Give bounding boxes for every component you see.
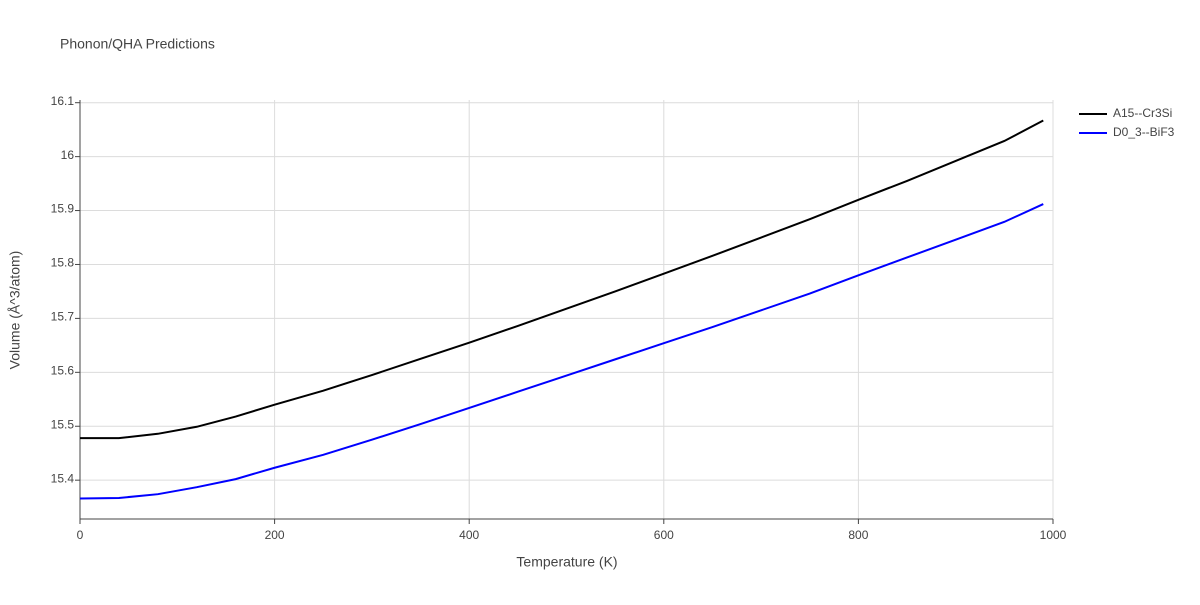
x-tick-label: 800 [848, 528, 868, 542]
x-tick-label: 0 [77, 528, 84, 542]
x-tick-label: 400 [459, 528, 479, 542]
x-tick-label: 600 [654, 528, 674, 542]
y-tick-label: 15.7 [51, 310, 75, 324]
x-tick-label: 200 [265, 528, 285, 542]
series-line [80, 119, 1044, 440]
series-line [79, 203, 1044, 500]
y-tick-label: 15.4 [51, 471, 75, 485]
chart-title: Phonon/QHA Predictions [60, 36, 215, 52]
y-tick-label: 15.9 [51, 202, 75, 216]
x-tick-label: 1000 [1040, 528, 1067, 542]
y-tick-label: 16 [61, 148, 75, 162]
y-axis-title: Volume (Å^3/atom) [7, 251, 23, 370]
legend-label: D0_3--BiF3 [1113, 125, 1175, 139]
x-axis-title: Temperature (K) [516, 554, 617, 570]
y-tick-label: 16.1 [51, 94, 75, 108]
y-tick-label: 15.6 [51, 363, 75, 377]
y-tick-label: 15.5 [51, 417, 75, 431]
y-tick-label: 15.8 [51, 256, 75, 270]
legend-label: A15--Cr3Si [1113, 106, 1172, 120]
